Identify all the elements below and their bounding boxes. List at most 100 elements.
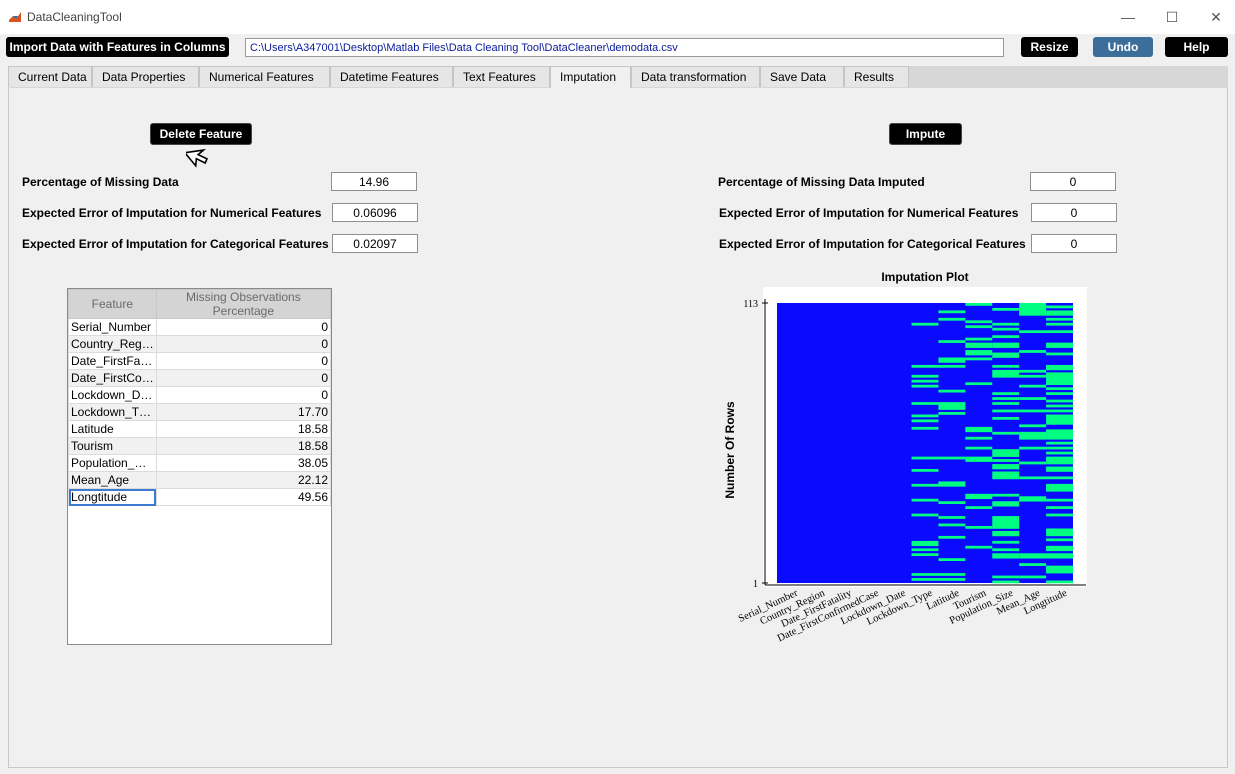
table-row[interactable]: Tourism 18.58 — [68, 437, 331, 455]
heatmap-missing-cell — [1019, 424, 1047, 428]
heatmap-missing-cell — [992, 369, 1020, 373]
tab-results[interactable]: Results — [844, 66, 909, 87]
table-row[interactable]: Population_… 38.05 — [68, 454, 331, 472]
tab-current-data[interactable]: Current Data — [8, 66, 92, 87]
table-row[interactable]: Serial_Number 0 — [68, 318, 331, 336]
heatmap-missing-cell — [992, 516, 1020, 519]
numerical-error-value: 0.06096 — [332, 203, 418, 222]
tab-data-transformation[interactable]: Data transformation — [631, 66, 760, 87]
import-data-button[interactable]: Import Data with Features in Columns — [6, 37, 229, 57]
heatmap-missing-cell — [1046, 483, 1073, 487]
feature-cell[interactable]: Date_FirstFa… — [68, 352, 157, 370]
percentage-cell[interactable]: 0 — [155, 335, 331, 353]
heatmap-missing-cell — [1046, 382, 1073, 386]
impute-button[interactable]: Impute — [889, 123, 962, 145]
column-header-missing-percentage[interactable]: Missing Observations Percentage — [155, 289, 331, 319]
heatmap-missing-cell — [965, 436, 993, 440]
tab-text-features[interactable]: Text Features — [453, 66, 550, 87]
close-button[interactable]: ✕ — [1210, 9, 1222, 25]
table-row[interactable]: Lockdown_T… 17.70 — [68, 403, 331, 421]
heatmap-missing-cell — [992, 526, 1020, 529]
heatmap-missing-cell — [965, 429, 993, 433]
table-row[interactable]: Mean_Age 22.12 — [68, 471, 331, 489]
percentage-cell[interactable]: 22.12 — [155, 471, 331, 489]
heatmap-missing-cell — [1019, 307, 1047, 311]
tab-save-data[interactable]: Save Data — [760, 66, 844, 87]
heatmap-missing-cell — [1046, 446, 1073, 450]
feature-cell[interactable]: Population_… — [68, 454, 157, 472]
heatmap-missing-cell — [1046, 399, 1073, 403]
feature-cell[interactable]: Latitude — [68, 420, 157, 438]
heatmap-missing-cell — [1046, 416, 1073, 420]
feature-cell[interactable]: Tourism — [68, 437, 157, 455]
percentage-cell[interactable]: 0 — [155, 352, 331, 370]
heatmap-missing-cell — [992, 476, 1020, 480]
heatmap-missing-cell — [938, 364, 966, 368]
table-row[interactable]: Longtitude 49.56 — [68, 488, 331, 506]
heatmap-missing-cell — [1019, 305, 1047, 309]
heatmap-missing-cell — [1046, 459, 1073, 462]
heatmap-missing-cell — [1019, 476, 1047, 480]
heatmap-missing-cell — [965, 320, 993, 324]
tab-imputation[interactable]: Imputation — [550, 66, 631, 89]
maximize-button[interactable]: ☐ — [1165, 9, 1179, 25]
heatmap-missing-cell — [965, 493, 993, 497]
file-path-field[interactable]: C:\Users\A347001\Desktop\Matlab Files\Da… — [245, 38, 1004, 57]
resize-button[interactable]: Resize — [1021, 37, 1078, 57]
heatmap-missing-cell — [938, 402, 966, 405]
minimize-button[interactable]: — — [1121, 9, 1135, 25]
heatmap-missing-cell — [1046, 488, 1073, 492]
table-row[interactable]: Date_FirstFa… 0 — [68, 352, 331, 370]
heatmap-missing-cell — [1046, 528, 1073, 532]
tab-data-properties[interactable]: Data Properties — [92, 66, 199, 87]
mouse-cursor-icon — [186, 148, 209, 168]
percentage-cell[interactable]: 49.56 — [155, 488, 331, 506]
heatmap-missing-cell — [1046, 538, 1073, 542]
percentage-cell[interactable]: 0 — [155, 386, 331, 404]
heatmap-missing-cell — [911, 578, 939, 581]
heatmap-missing-cell — [1046, 548, 1073, 552]
tab-datetime-features[interactable]: Datetime Features — [330, 66, 453, 87]
table-row[interactable]: Country_Reg… 0 — [68, 335, 331, 353]
feature-cell[interactable]: Date_FirstCo… — [68, 369, 157, 387]
heatmap-missing-cell — [1046, 436, 1073, 440]
heatmap-missing-cell — [1019, 553, 1047, 557]
tab-numerical-features[interactable]: Numerical Features — [199, 66, 330, 87]
feature-cell[interactable]: Lockdown_T… — [68, 403, 157, 421]
heatmap-missing-cell — [965, 545, 993, 549]
heatmap-missing-cell — [1046, 553, 1073, 557]
heatmap-missing-cell — [1046, 372, 1073, 376]
feature-cell[interactable]: Lockdown_D… — [68, 386, 157, 404]
heatmap-missing-cell — [992, 530, 1020, 534]
feature-cell[interactable]: Country_Reg… — [68, 335, 157, 353]
heatmap-missing-cell — [911, 379, 939, 383]
heatmap-missing-cell — [1046, 379, 1073, 383]
heatmap-missing-cell — [992, 409, 1020, 413]
missing-observations-table[interactable]: Feature Missing Observations Percentage … — [67, 288, 332, 645]
heatmap-missing-cell — [992, 471, 1020, 475]
percentage-cell[interactable]: 0 — [155, 369, 331, 387]
heatmap-missing-cell — [938, 558, 966, 561]
column-header-feature[interactable]: Feature — [68, 289, 157, 319]
heatmap-missing-cell — [992, 521, 1020, 524]
heatmap-missing-cell — [992, 580, 1020, 584]
heatmap-missing-cell — [965, 459, 993, 462]
percentage-cell[interactable]: 38.05 — [155, 454, 331, 472]
table-row[interactable]: Date_FirstCo… 0 — [68, 369, 331, 387]
delete-feature-button[interactable]: Delete Feature — [150, 123, 252, 145]
percentage-cell[interactable]: 18.58 — [155, 420, 331, 438]
percentage-cell[interactable]: 0 — [155, 318, 331, 336]
table-row[interactable]: Lockdown_D… 0 — [68, 386, 331, 404]
undo-button[interactable]: Undo — [1093, 37, 1153, 57]
feature-cell[interactable]: Mean_Age — [68, 471, 157, 489]
help-button[interactable]: Help — [1165, 37, 1228, 57]
imputed-categorical-error-value: 0 — [1031, 234, 1117, 253]
heatmap-missing-cell — [1019, 409, 1047, 413]
feature-cell-selected[interactable]: Longtitude — [68, 488, 157, 506]
percentage-cell[interactable]: 17.70 — [155, 403, 331, 421]
table-row[interactable]: Latitude 18.58 — [68, 420, 331, 438]
feature-cell[interactable]: Serial_Number — [68, 318, 157, 336]
heatmap-missing-cell — [938, 407, 966, 410]
heatmap-missing-cell — [1046, 570, 1073, 574]
percentage-cell[interactable]: 18.58 — [155, 437, 331, 455]
